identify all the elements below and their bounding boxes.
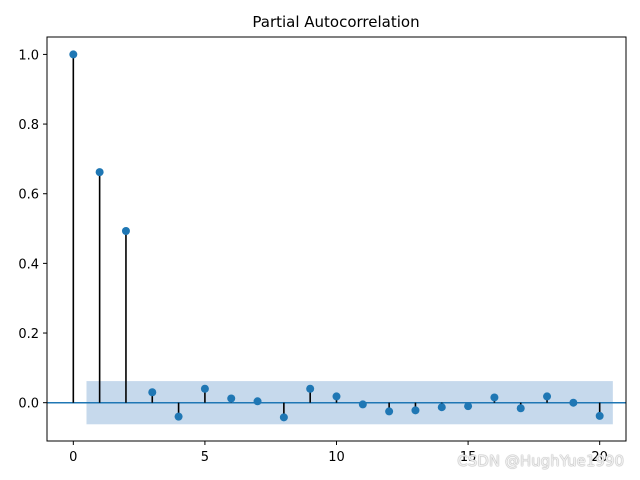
axes-frame bbox=[46, 36, 627, 442]
data-point-lag-20 bbox=[595, 411, 604, 420]
data-point-lag-1 bbox=[95, 168, 104, 177]
data-point-lag-15 bbox=[464, 402, 473, 411]
data-point-lag-7 bbox=[253, 397, 262, 406]
data-point-lag-13 bbox=[411, 406, 420, 415]
data-point-lag-12 bbox=[385, 407, 394, 416]
x-tick-label: 15 bbox=[460, 450, 477, 465]
data-point-lag-4 bbox=[174, 412, 183, 421]
axes: 0 5 10 15 20 0.0 0.2 0.4 0.6 0.8 1.0 bbox=[18, 36, 627, 465]
data-point-lag-0 bbox=[69, 50, 78, 59]
y-tick-label: 0.2 bbox=[18, 327, 39, 342]
data-point-lag-2 bbox=[121, 226, 130, 235]
y-tick-label: 1.0 bbox=[18, 48, 39, 63]
data-point-lag-14 bbox=[437, 403, 446, 412]
y-tick-label: 0.4 bbox=[18, 257, 39, 272]
data-point-lag-18 bbox=[543, 392, 552, 401]
data-point-lag-6 bbox=[227, 394, 236, 403]
data-point-lag-10 bbox=[332, 392, 341, 401]
x-tick-label: 5 bbox=[201, 450, 209, 465]
data-point-lag-19 bbox=[569, 398, 578, 407]
data-point-lag-17 bbox=[516, 404, 525, 413]
x-tick-label: 0 bbox=[69, 450, 77, 465]
chart-title: Partial Autocorrelation bbox=[252, 13, 419, 31]
y-tick-label: 0.8 bbox=[18, 118, 39, 133]
data-point-lag-3 bbox=[148, 388, 157, 397]
y-tick-label: 0.0 bbox=[18, 397, 39, 412]
data-point-lag-5 bbox=[200, 384, 209, 393]
data-point-lag-8 bbox=[279, 413, 288, 422]
data-point-lag-11 bbox=[358, 400, 367, 409]
x-tick-label: 10 bbox=[328, 450, 345, 465]
data-point-lag-9 bbox=[306, 384, 315, 393]
watermark: CSDN @HughYue1990 bbox=[457, 452, 624, 470]
plot-area bbox=[47, 50, 626, 425]
y-tick-label: 0.6 bbox=[18, 188, 39, 203]
data-point-lag-16 bbox=[490, 393, 499, 402]
x-tick-label: 20 bbox=[591, 450, 608, 465]
